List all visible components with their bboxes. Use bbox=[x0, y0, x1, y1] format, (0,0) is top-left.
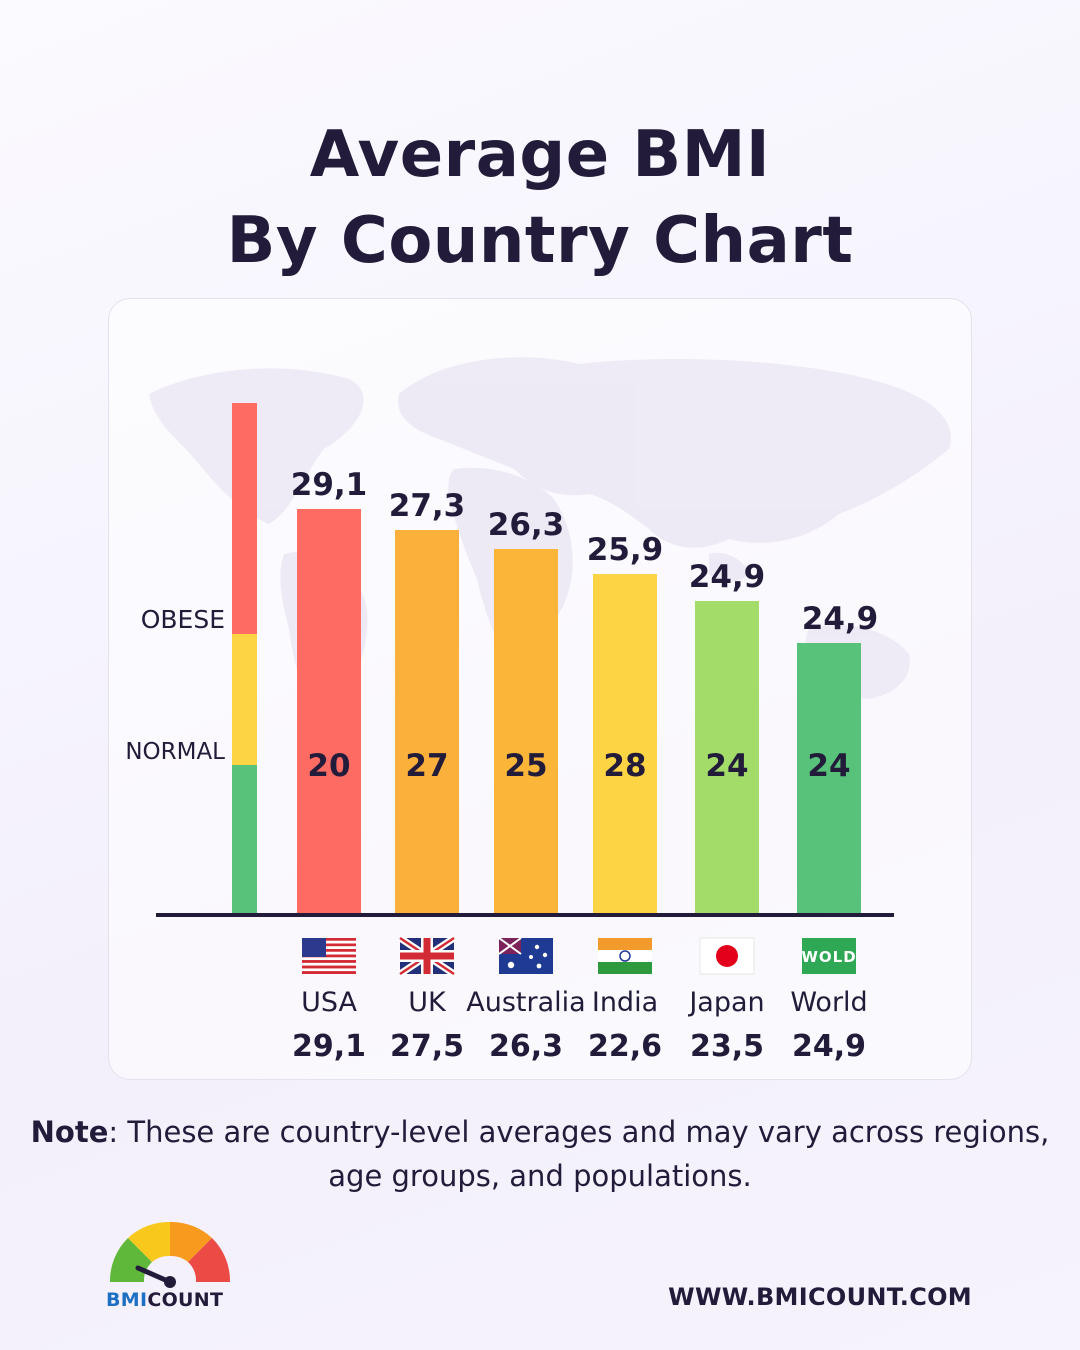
bar-usa bbox=[297, 509, 361, 913]
bar-top-label: 25,9 bbox=[587, 532, 664, 568]
bar-top-label: 26,3 bbox=[488, 507, 565, 543]
x-tick-label: Japan bbox=[687, 987, 764, 1018]
brand-part-1: BMI bbox=[106, 1289, 148, 1311]
bar-india bbox=[593, 574, 657, 913]
note-bold: Note bbox=[30, 1115, 109, 1149]
world-flag-icon: WOLD bbox=[801, 938, 856, 974]
bar-inner-label: 20 bbox=[307, 748, 350, 784]
brand-part-2: COUNT bbox=[147, 1289, 224, 1311]
x-tick-label: India bbox=[592, 987, 658, 1018]
bar-inner-label: 24 bbox=[705, 748, 748, 784]
chart-card: OBESE NORMAL 29,1 20 27,3 27 26,3 25 25,9 28 24,… bbox=[108, 298, 972, 1080]
brand-logo-text: BMICOUNT bbox=[106, 1289, 223, 1311]
flags: WOLD bbox=[302, 935, 856, 977]
bar-world bbox=[797, 643, 861, 913]
bar-inner-label: 27 bbox=[405, 748, 448, 784]
bar-inner-label: 28 bbox=[603, 748, 646, 784]
australia-flag-icon bbox=[498, 937, 553, 974]
bottom-value-label: 29,1 bbox=[292, 1029, 366, 1064]
usa-flag-icon bbox=[302, 938, 356, 974]
scale-label-normal: NORMAL bbox=[125, 739, 225, 765]
bottom-value-label: 22,6 bbox=[588, 1029, 662, 1064]
japan-flag-icon bbox=[699, 937, 755, 975]
bottom-value-label: 23,5 bbox=[690, 1029, 764, 1064]
world-flag-text: WOLD bbox=[801, 948, 856, 966]
title-line-2: By Country Chart bbox=[226, 204, 854, 278]
bars: 29,1 20 27,3 27 26,3 25 25,9 28 24,9 24 24,9 24 bbox=[291, 467, 879, 913]
uk-flag-icon bbox=[398, 935, 456, 977]
scale-label-obese: OBESE bbox=[141, 605, 225, 634]
bar-uk bbox=[395, 530, 459, 913]
bmicount-logo-icon bbox=[109, 1221, 231, 1288]
bottom-value-label: 26,3 bbox=[489, 1029, 563, 1064]
bar-top-label: 24,9 bbox=[689, 559, 766, 595]
page-title: Average BMI By Country Chart bbox=[0, 112, 1080, 284]
scale-normal-segment bbox=[232, 765, 257, 914]
scale-overweight-segment bbox=[232, 634, 257, 765]
bar-inner-label: 24 bbox=[807, 748, 850, 784]
bar-australia bbox=[494, 549, 558, 913]
bar-japan bbox=[695, 601, 759, 913]
website-url[interactable]: WWW.BMICOUNT.COM bbox=[668, 1283, 972, 1311]
scale-obese-segment bbox=[232, 403, 257, 634]
bottom-value-label: 24,9 bbox=[792, 1029, 866, 1064]
india-flag-icon bbox=[598, 938, 652, 974]
x-tick-label: USA bbox=[301, 987, 357, 1018]
footnote: Note: These are country-level averages a… bbox=[0, 1110, 1080, 1198]
bar-chart: OBESE NORMAL 29,1 20 27,3 27 26,3 25 25,9 28 24,… bbox=[125, 357, 951, 1064]
bar-inner-label: 25 bbox=[504, 748, 547, 784]
bar-top-label: 27,3 bbox=[389, 488, 466, 524]
x-tick-label: Australia bbox=[466, 987, 585, 1018]
title-line-1: Average BMI bbox=[309, 118, 771, 192]
bottom-value-label: 27,5 bbox=[390, 1029, 464, 1064]
bar-top-label: 29,1 bbox=[291, 467, 368, 503]
note-text: : These are country-level averages and m… bbox=[108, 1115, 1050, 1193]
bar-top-label: 24,9 bbox=[802, 601, 879, 637]
x-tick-label: UK bbox=[408, 987, 447, 1018]
x-tick-label: World bbox=[790, 987, 867, 1018]
bmi-scale: OBESE NORMAL bbox=[125, 403, 257, 914]
